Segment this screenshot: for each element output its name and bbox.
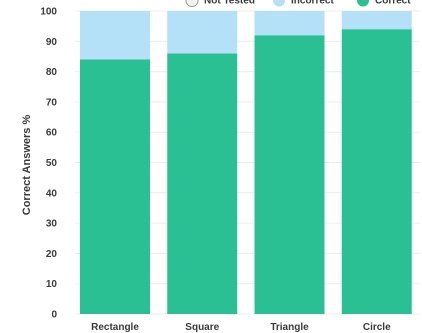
bar-rectangle-correct xyxy=(80,59,150,315)
y-axis-title: Correct Answers % xyxy=(21,115,33,216)
legend-label-correct[interactable]: Correct xyxy=(375,0,411,7)
y-tick-label: 100 xyxy=(40,7,57,18)
bar-triangle-incorrect xyxy=(254,11,325,36)
y-tick-label: 0 xyxy=(51,310,57,321)
y-tick-label: 10 xyxy=(46,279,58,290)
chart-legend: Not Tested Incorrect Correct xyxy=(185,0,411,7)
bar-circle-incorrect xyxy=(341,11,412,30)
y-tick-label: 30 xyxy=(46,219,58,230)
y-tick-label: 20 xyxy=(46,249,58,260)
y-tick-label: 40 xyxy=(46,188,58,199)
y-tick-label: 90 xyxy=(46,37,58,48)
legend-label-incorrect[interactable]: Incorrect xyxy=(291,0,334,7)
bar-square-incorrect xyxy=(167,11,238,54)
bars-group xyxy=(80,11,412,315)
legend-label-not-tested[interactable]: Not Tested xyxy=(204,0,255,7)
y-tick-label: 70 xyxy=(46,97,58,108)
bar-triangle-correct xyxy=(254,35,325,315)
bar-rectangle-incorrect xyxy=(80,11,150,60)
legend-swatch-incorrect[interactable] xyxy=(273,0,285,7)
bar-circle-correct xyxy=(341,29,412,315)
x-category-label: Rectangle xyxy=(91,322,139,333)
x-category-label: Square xyxy=(185,322,219,333)
y-axis-ticks: 0 10 20 30 40 50 60 70 80 90 100 xyxy=(40,7,57,321)
x-category-label: Circle xyxy=(363,322,391,333)
y-tick-label: 60 xyxy=(46,128,58,139)
bar-square-correct xyxy=(167,53,238,315)
y-tick-label: 50 xyxy=(46,158,58,169)
y-tick-label: 80 xyxy=(46,67,58,78)
legend-swatch-not-tested[interactable] xyxy=(185,0,199,7)
x-category-label: Triangle xyxy=(270,322,309,333)
legend-swatch-correct[interactable] xyxy=(357,0,369,7)
x-axis-categories: Rectangle Square Triangle Circle xyxy=(91,322,391,333)
